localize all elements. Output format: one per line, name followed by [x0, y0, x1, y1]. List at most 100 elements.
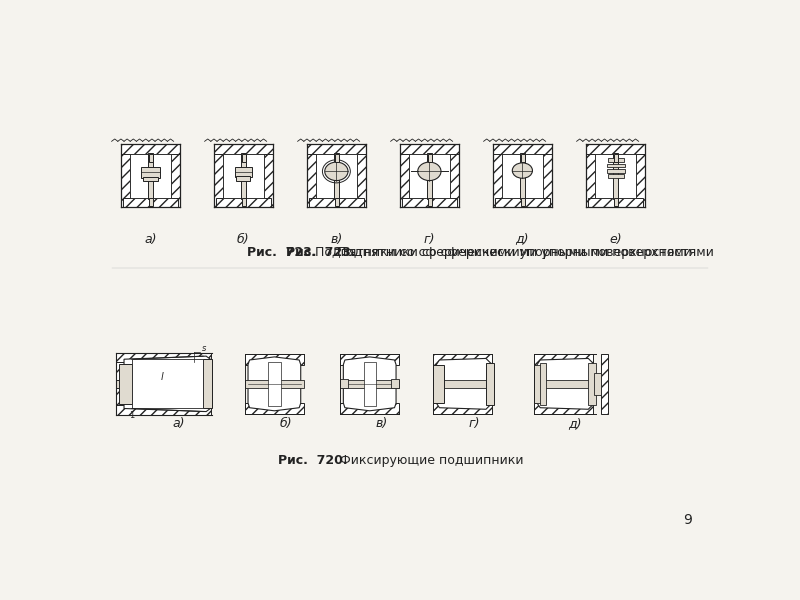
- Bar: [607, 164, 625, 167]
- Bar: [608, 175, 624, 178]
- Bar: [586, 143, 595, 207]
- Bar: [521, 198, 525, 206]
- Bar: [586, 143, 645, 154]
- Text: s: s: [202, 344, 206, 353]
- Text: Подпятники со сферическими упорными поверхностями: Подпятники со сферическими упорными пове…: [329, 247, 714, 259]
- Bar: [534, 365, 542, 403]
- Bar: [235, 167, 252, 178]
- Text: г): г): [469, 418, 480, 430]
- Text: Фиксирующие подшипники: Фиксирующие подшипники: [340, 454, 524, 467]
- Bar: [613, 153, 618, 199]
- Bar: [601, 354, 609, 414]
- Bar: [132, 359, 203, 409]
- Bar: [428, 154, 432, 162]
- Bar: [495, 197, 550, 207]
- Bar: [635, 143, 645, 207]
- Bar: [434, 380, 494, 388]
- Bar: [588, 363, 596, 404]
- Text: Подпятники со сферическими упорными поверхностями: Подпятники со сферическими упорными пове…: [315, 247, 692, 259]
- Text: д): д): [516, 233, 529, 245]
- Text: в): в): [375, 418, 387, 430]
- Text: l: l: [161, 372, 163, 382]
- Bar: [119, 364, 132, 404]
- Text: в): в): [330, 233, 342, 245]
- Ellipse shape: [418, 162, 441, 181]
- Text: Рис.  720.: Рис. 720.: [278, 454, 348, 467]
- Bar: [148, 153, 154, 199]
- Bar: [534, 403, 593, 414]
- Bar: [130, 154, 170, 197]
- Bar: [594, 373, 601, 395]
- Bar: [316, 154, 357, 197]
- Bar: [340, 403, 399, 414]
- Bar: [214, 143, 223, 207]
- Bar: [595, 154, 635, 197]
- Bar: [434, 365, 444, 403]
- Bar: [520, 153, 526, 199]
- Bar: [245, 354, 304, 365]
- Bar: [391, 379, 399, 388]
- Bar: [116, 353, 211, 362]
- Bar: [607, 169, 625, 173]
- Bar: [335, 198, 338, 206]
- Polygon shape: [343, 357, 396, 411]
- Ellipse shape: [325, 162, 348, 181]
- Bar: [410, 154, 450, 197]
- Bar: [334, 153, 339, 199]
- Bar: [493, 143, 502, 207]
- Text: а): а): [144, 233, 157, 245]
- Bar: [123, 197, 178, 207]
- Bar: [223, 154, 263, 197]
- Text: д): д): [568, 418, 582, 430]
- Bar: [141, 167, 160, 178]
- Polygon shape: [124, 356, 212, 412]
- Bar: [486, 363, 494, 404]
- Bar: [307, 143, 316, 207]
- Bar: [245, 380, 304, 388]
- Bar: [502, 154, 542, 197]
- Bar: [427, 153, 433, 199]
- Bar: [263, 143, 273, 207]
- Polygon shape: [436, 358, 490, 409]
- Bar: [214, 143, 273, 154]
- Bar: [310, 197, 363, 207]
- Bar: [521, 154, 525, 162]
- Bar: [149, 198, 153, 206]
- Bar: [434, 403, 492, 414]
- Text: а): а): [173, 418, 186, 430]
- Bar: [242, 154, 246, 162]
- Bar: [363, 362, 376, 406]
- Bar: [608, 158, 624, 162]
- Bar: [142, 177, 158, 181]
- Bar: [307, 143, 366, 154]
- Bar: [268, 362, 281, 406]
- Bar: [614, 198, 618, 206]
- Polygon shape: [248, 357, 301, 411]
- Polygon shape: [537, 358, 593, 409]
- Bar: [340, 380, 399, 388]
- Bar: [534, 354, 593, 365]
- Bar: [400, 143, 459, 154]
- Bar: [242, 198, 246, 206]
- Bar: [121, 143, 180, 154]
- Text: Рис.  723.: Рис. 723.: [247, 247, 317, 259]
- Text: б): б): [280, 418, 292, 430]
- Bar: [434, 354, 492, 365]
- Bar: [335, 154, 338, 162]
- Bar: [237, 176, 250, 181]
- Bar: [614, 154, 618, 162]
- Bar: [116, 406, 211, 415]
- Bar: [493, 143, 552, 154]
- Ellipse shape: [512, 163, 533, 178]
- Bar: [340, 379, 348, 388]
- Text: 9: 9: [683, 513, 692, 527]
- Text: г): г): [424, 233, 435, 245]
- Bar: [540, 363, 546, 404]
- Bar: [400, 143, 410, 207]
- Text: Рис.  723.: Рис. 723.: [286, 247, 355, 259]
- Bar: [203, 359, 212, 409]
- Text: б): б): [237, 233, 250, 245]
- Bar: [216, 197, 270, 207]
- Bar: [450, 143, 459, 207]
- Bar: [534, 380, 596, 388]
